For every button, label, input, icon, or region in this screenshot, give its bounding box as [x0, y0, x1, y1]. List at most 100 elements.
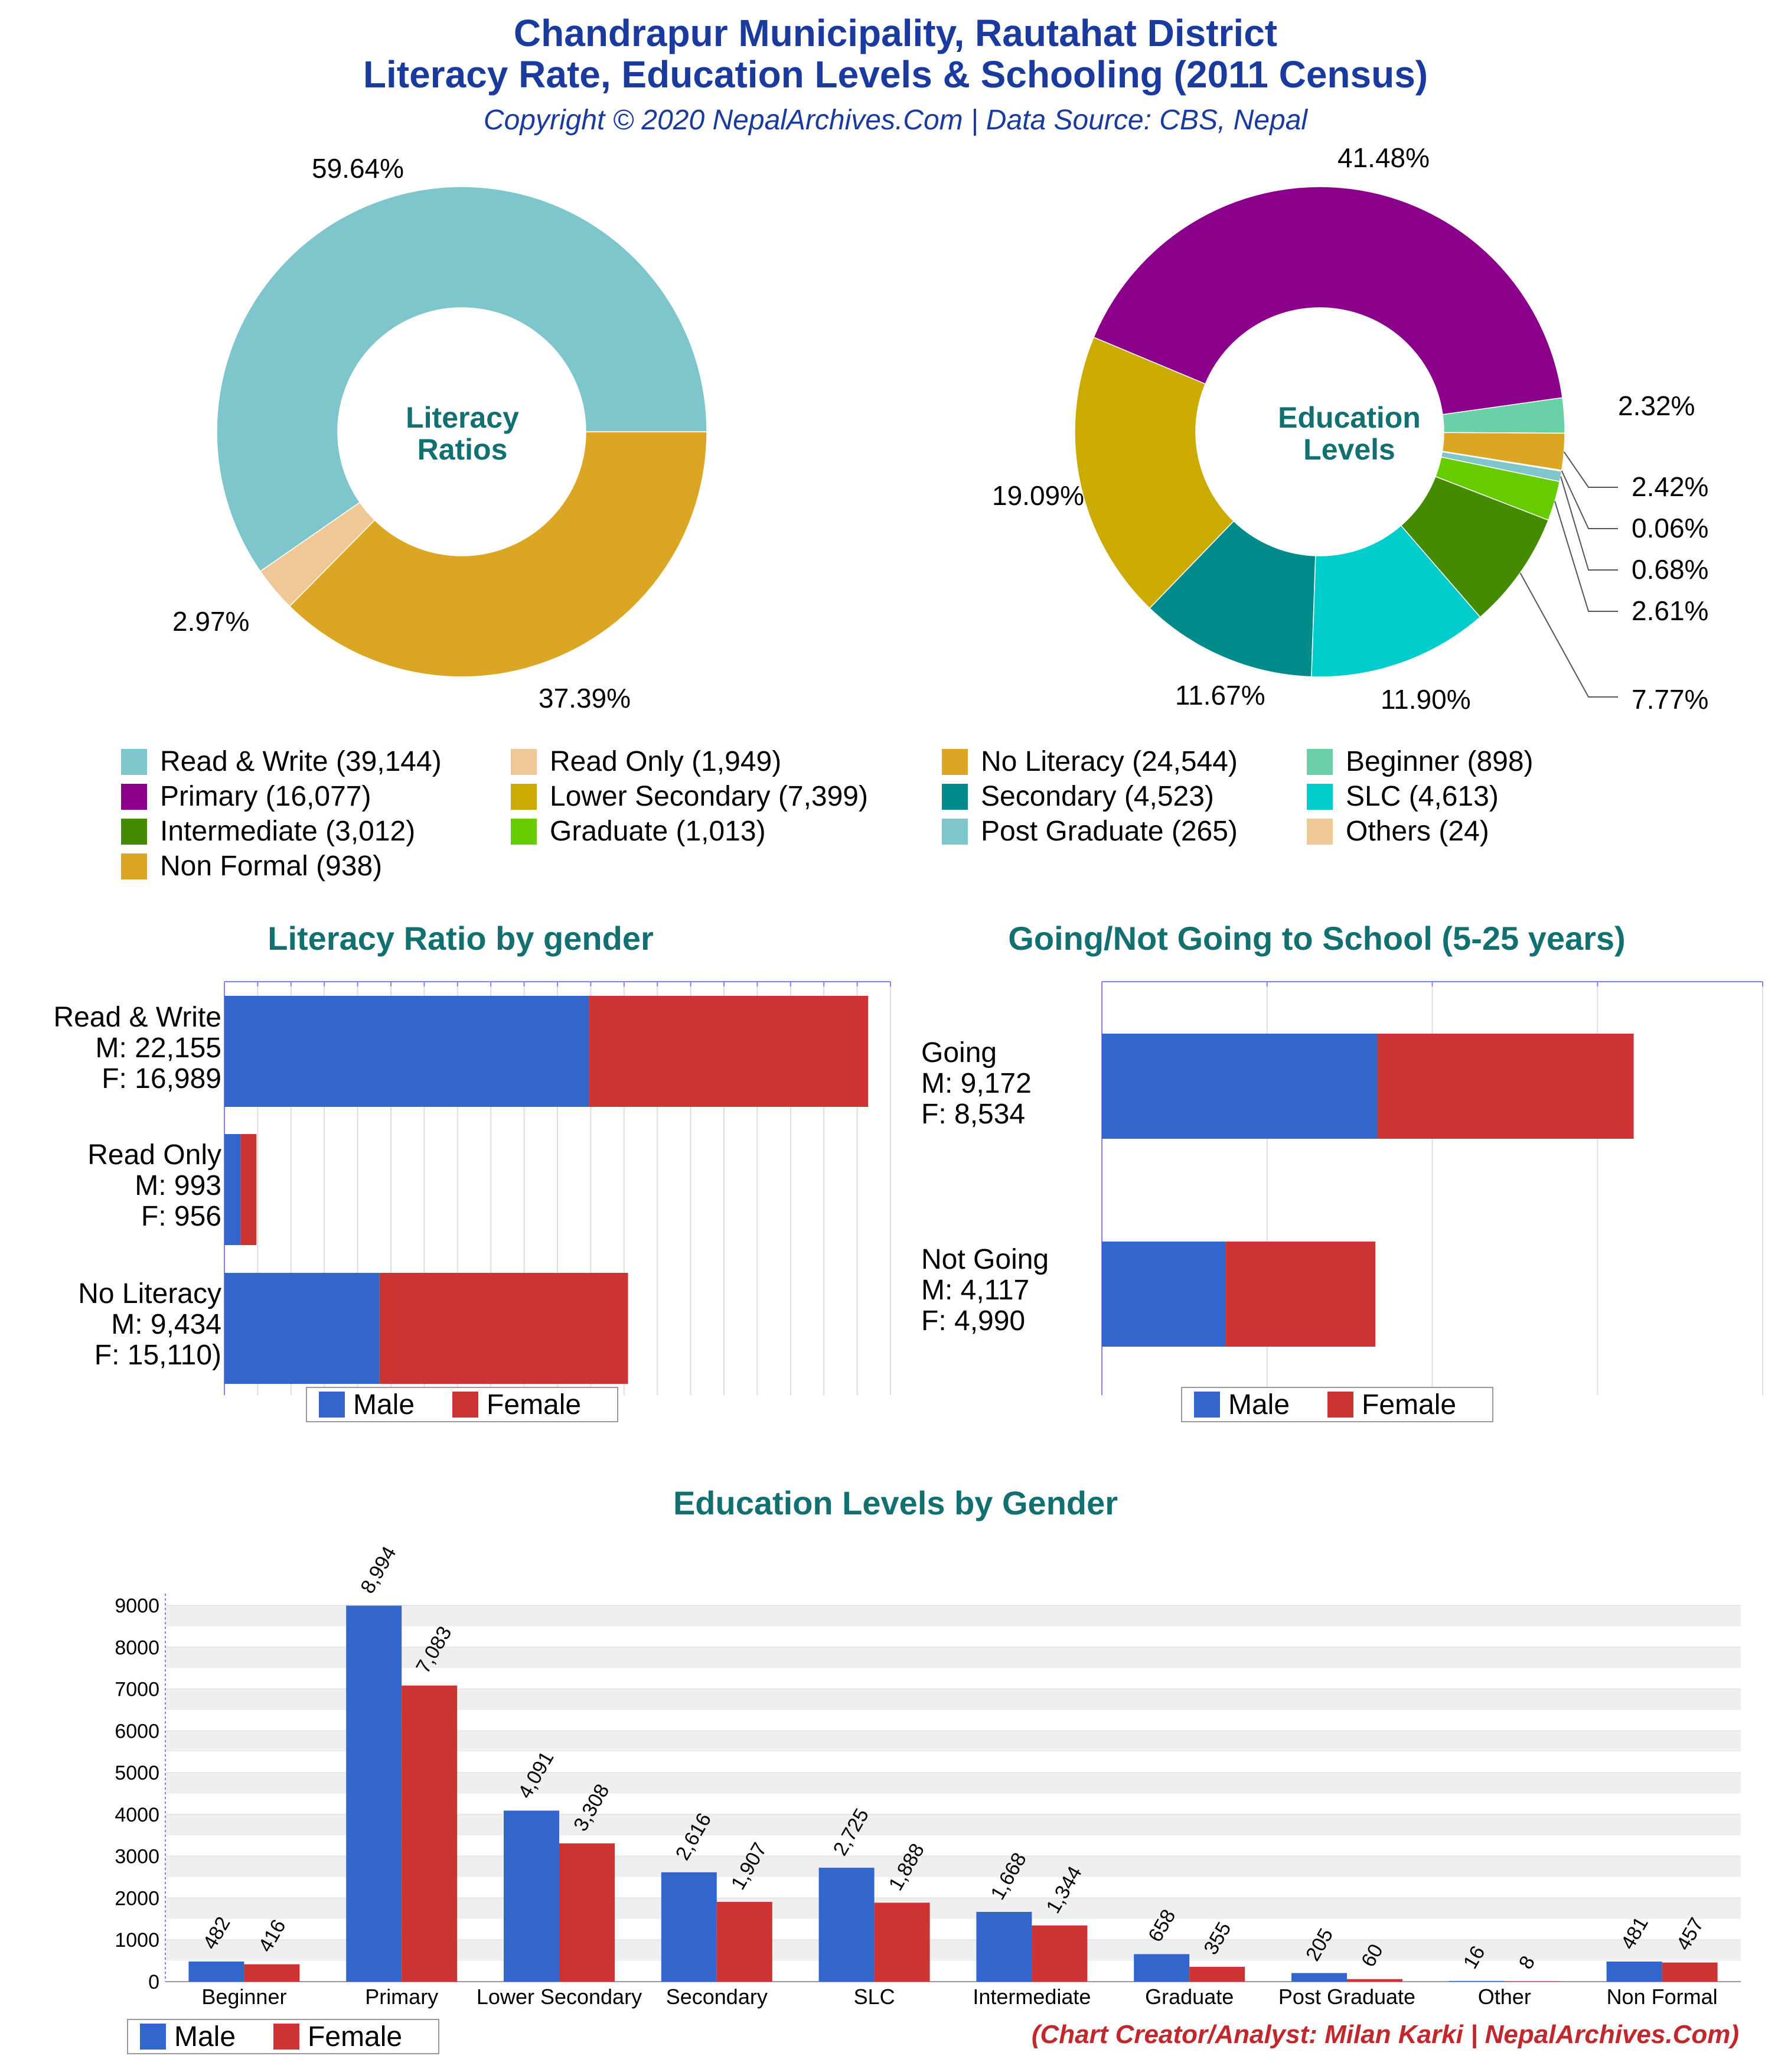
grid-band: [165, 1605, 1741, 1627]
center-label-line2: Ratios: [417, 433, 508, 466]
legend-label-male: Male: [1228, 1389, 1290, 1421]
legend-swatch: [511, 748, 537, 775]
x-tick-label: Non Formal: [1607, 1985, 1718, 2009]
bar-male-secondary: [661, 1872, 717, 1982]
legend-swatch: [121, 783, 147, 810]
bar-male-beginner: [188, 1961, 244, 1982]
page-subtitle: Copyright © 2020 NepalArchives.Com | Dat…: [483, 105, 1308, 136]
x-tick-label: Intermediate: [973, 1985, 1091, 2009]
legend-swatch-female: [1327, 1392, 1354, 1418]
leader-line: [1554, 501, 1618, 612]
legend-swatch: [942, 748, 968, 775]
legend-label-female: Female: [487, 1389, 582, 1421]
bar-female-lower-secondary: [559, 1843, 615, 1982]
pct-label-slc: 11.90%: [1381, 684, 1471, 715]
pct-label-read-write: 59.64%: [312, 153, 404, 184]
school-title: Going/Not Going to School (5-25 years): [1008, 920, 1626, 957]
school-label-going: Going M: 9,172 F: 8,534: [921, 1037, 1032, 1130]
bar-male-intermediate: [976, 1911, 1032, 1982]
legend-swatch-male: [140, 2024, 166, 2050]
legend-label: Read Only (1,949): [550, 746, 782, 777]
school-chart: [1101, 981, 1763, 1395]
y-tick-label: 9000: [115, 1595, 159, 1617]
legend-item-read-only: Read Only (1,949): [511, 745, 781, 778]
school-legend: Male Female: [1181, 1387, 1493, 1422]
education-donut-chart: [1074, 186, 1618, 698]
credit-text: (Chart Creator/Analyst: Milan Karki | Ne…: [1031, 2020, 1739, 2049]
y-tick-label: 3000: [115, 1846, 159, 1868]
x-tick-label: Beginner: [201, 1985, 286, 2009]
grid-band: [165, 1647, 1741, 1669]
bar-male-graduate: [1134, 1954, 1190, 1982]
leader-line: [1561, 470, 1618, 529]
y-tick-label: 5000: [115, 1762, 159, 1784]
legend-item-read-write: Read & Write (39,144): [121, 745, 442, 778]
legend-swatch-female: [452, 1392, 479, 1418]
legend-label: Intermediate (3,012): [160, 816, 416, 847]
legend-item-post-graduate: Post Graduate (265): [942, 815, 1238, 848]
y-tick-label: 1000: [115, 1929, 159, 1952]
bar-male-going: [1102, 1034, 1378, 1139]
legend-swatch-female: [273, 2024, 300, 2050]
edu-gender-chart: 0100020003000400050006000700080009000482…: [115, 1543, 1741, 2009]
bar-male-not-going: [1102, 1242, 1226, 1347]
y-tick-label: 2000: [115, 1887, 159, 1910]
legend-label: Non Formal (938): [160, 851, 383, 882]
legend-label: No Literacy (24,544): [981, 746, 1238, 777]
bar-female-primary: [402, 1685, 458, 1982]
lit-gender-label-read-only: Read Only M: 993 F: 956: [87, 1139, 221, 1232]
bar-male-other: [1449, 1980, 1505, 1982]
legend-swatch: [121, 853, 147, 879]
donut-slice-slc: [1311, 524, 1481, 677]
donut-slice-primary: [1093, 186, 1563, 415]
legend-swatch: [121, 748, 147, 775]
bar-male-primary: [346, 1605, 402, 1982]
pct-label-no-literacy: 37.39%: [539, 683, 631, 714]
bar-male-non-formal: [1606, 1961, 1662, 1982]
literacy-gender-legend: Male Female: [306, 1387, 618, 1422]
leader-line: [1519, 572, 1618, 698]
bar-female-intermediate: [1032, 1925, 1088, 1982]
legend-swatch: [511, 783, 537, 810]
page-title-line2: Literacy Rate, Education Levels & School…: [363, 53, 1428, 96]
legend-item-slc: SLC (4,613): [1307, 780, 1499, 813]
bar-female-read-write: [589, 996, 869, 1107]
bar-female-non-formal: [1662, 1962, 1718, 1982]
x-tick-label: Primary: [365, 1985, 438, 2009]
edu-gender-title: Education Levels by Gender: [673, 1484, 1118, 1522]
legend-swatch: [1307, 818, 1333, 845]
data-label-male: 8,994: [356, 1543, 400, 1598]
leader-line: [1563, 451, 1618, 488]
literacy-gender-title: Literacy Ratio by gender: [267, 920, 654, 957]
donut-slice-read-write: [216, 186, 707, 572]
legend-item-intermediate: Intermediate (3,012): [121, 815, 415, 848]
legend-swatch: [511, 818, 537, 845]
bar-female-no-literacy: [379, 1273, 628, 1384]
y-tick-label: 7000: [115, 1679, 159, 1701]
x-tick-label: Other: [1478, 1985, 1531, 2009]
bar-male-read-write: [224, 996, 589, 1107]
y-tick-label: 0: [148, 1971, 159, 1993]
page-title-line1: Chandrapur Municipality, Rautahat Distri…: [513, 12, 1278, 54]
pct-label-secondary: 11.67%: [1175, 680, 1265, 711]
legend-label: Read & Write (39,144): [160, 746, 442, 777]
legend-swatch-male: [1194, 1392, 1220, 1418]
legend-label-female: Female: [308, 2021, 403, 2053]
literacy-gender-chart: [224, 981, 891, 1395]
literacy-donut-center-label: Literacy Ratios: [344, 402, 580, 465]
legend-swatch: [942, 783, 968, 810]
leader-line: [1560, 476, 1618, 571]
legend-label: Others (24): [1346, 816, 1489, 847]
legend-label: SLC (4,613): [1346, 781, 1499, 812]
pct-label-others: 0.06%: [1632, 513, 1709, 543]
legend-label: Post Graduate (265): [981, 816, 1238, 847]
bar-female-slc: [874, 1902, 930, 1982]
donut-slice-lower-secondary: [1074, 336, 1235, 609]
bar-female-post-graduate: [1347, 1979, 1402, 1982]
legend-label: Beginner (898): [1346, 746, 1534, 777]
bar-female-other: [1504, 1981, 1560, 1982]
legend-swatch-male: [319, 1392, 345, 1418]
legend-label: Primary (16,077): [160, 781, 371, 812]
center-label-line2: Levels: [1303, 433, 1395, 466]
legend-swatch: [121, 818, 147, 845]
